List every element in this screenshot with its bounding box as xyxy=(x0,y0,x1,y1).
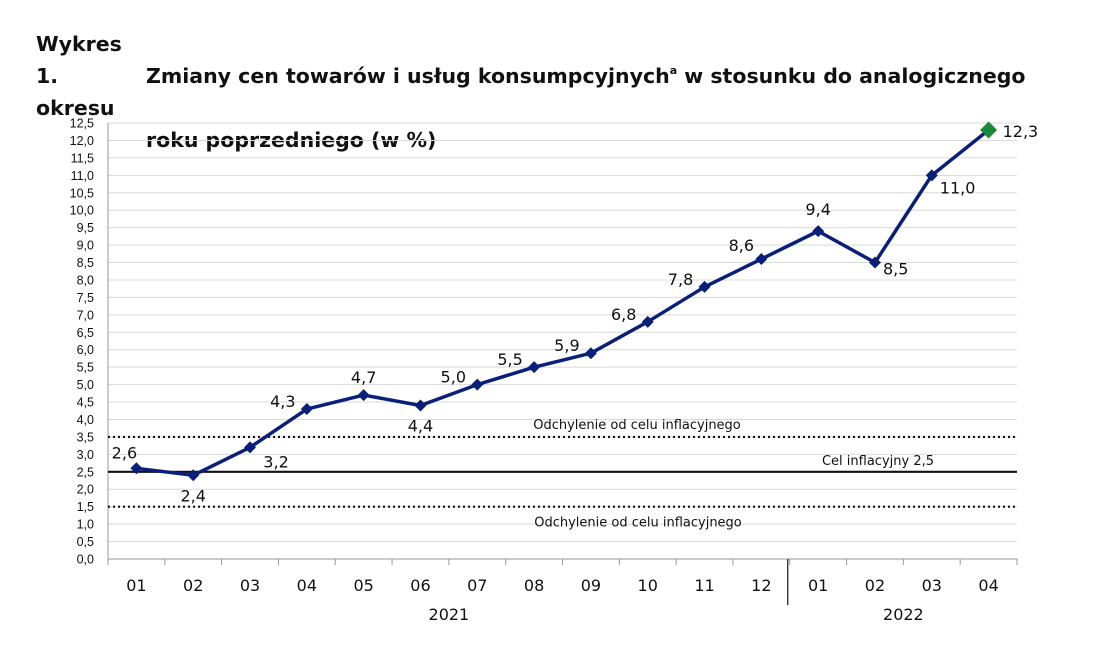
y-tick-label: 9,0 xyxy=(77,239,94,253)
y-tick-label: 4,5 xyxy=(77,396,94,410)
data-point-marker xyxy=(584,347,597,360)
y-tick-label: 11,5 xyxy=(71,151,94,165)
chart-title-line1-end: w stosunku do analogicznego okresu xyxy=(36,64,1026,120)
x-tick-label: 11 xyxy=(694,576,714,595)
data-label: 3,2 xyxy=(263,452,288,471)
y-tick-label: 12,5 xyxy=(70,117,94,131)
y-tick-label: 4,0 xyxy=(77,413,94,427)
data-label: 2,6 xyxy=(112,443,137,462)
y-tick-label: 6,0 xyxy=(77,343,94,357)
data-label: 5,9 xyxy=(554,336,579,355)
data-point-marker xyxy=(130,462,143,475)
y-tick-label: 3,5 xyxy=(77,430,94,444)
x-tick-label: 03 xyxy=(240,576,260,595)
y-tick-label: 1,5 xyxy=(77,500,94,514)
x-tick-label: 08 xyxy=(524,576,544,595)
reference-line-label: Odchylenie od celu inflacyjnego xyxy=(533,418,741,433)
y-tick-label: 12,0 xyxy=(70,134,94,148)
data-point-marker xyxy=(357,389,370,402)
y-tick-label: 10,0 xyxy=(70,204,94,218)
chart-title-line1: Zmiany cen towarów i usług konsumpcyjnyc… xyxy=(146,64,670,88)
y-tick-label: 10,5 xyxy=(70,186,94,200)
data-point-marker xyxy=(698,280,711,293)
data-point-marker xyxy=(528,361,541,374)
y-tick-label: 3,0 xyxy=(77,448,94,462)
y-tick-label: 6,5 xyxy=(77,326,94,340)
data-label: 5,5 xyxy=(497,350,522,369)
y-tick-label: 5,5 xyxy=(77,361,94,375)
x-tick-label: 04 xyxy=(297,576,317,595)
x-tick-label: 05 xyxy=(353,576,373,595)
data-label: 4,3 xyxy=(270,392,295,411)
x-year-label: 2022 xyxy=(883,605,924,624)
y-tick-label: 2,5 xyxy=(77,465,94,479)
y-tick-label: 7,5 xyxy=(77,291,94,305)
data-point-marker xyxy=(471,378,484,391)
x-tick-label: 04 xyxy=(978,576,998,595)
data-point-marker xyxy=(641,315,654,328)
y-tick-label: 8,0 xyxy=(77,273,94,287)
y-tick-label: 7,0 xyxy=(77,308,94,322)
y-tick-label: 5,0 xyxy=(77,378,94,392)
y-tick-label: 8,5 xyxy=(77,256,94,270)
reference-line-label: Odchylenie od celu inflacyjnego xyxy=(534,516,742,531)
data-point-marker xyxy=(300,403,313,416)
x-tick-label: 03 xyxy=(922,576,942,595)
y-tick-label: 2,0 xyxy=(77,483,94,497)
x-tick-label: 06 xyxy=(410,576,430,595)
y-tick-label: 9,5 xyxy=(77,221,94,235)
data-point-marker xyxy=(244,441,257,454)
data-label: 12,3 xyxy=(1003,122,1039,141)
x-tick-label: 02 xyxy=(183,576,203,595)
data-label: 11,0 xyxy=(940,178,976,197)
y-tick-label: 0,0 xyxy=(77,553,94,567)
data-label: 4,7 xyxy=(351,368,376,387)
x-tick-label: 09 xyxy=(581,576,601,595)
x-tick-label: 01 xyxy=(126,576,146,595)
x-tick-label: 07 xyxy=(467,576,487,595)
x-year-label: 2021 xyxy=(429,605,470,624)
data-label: 6,8 xyxy=(611,305,636,324)
data-label: 8,5 xyxy=(883,260,908,279)
data-label: 9,4 xyxy=(805,200,830,219)
x-tick-label: 01 xyxy=(808,576,828,595)
x-tick-label: 12 xyxy=(751,576,771,595)
data-point-marker xyxy=(925,169,938,182)
chart-title-prefix: Wykres 1. xyxy=(36,32,122,88)
data-point-marker xyxy=(187,469,200,482)
series-line xyxy=(136,128,990,478)
reference-line-label: Cel inflacyjny 2,5 xyxy=(822,454,934,469)
data-point-marker xyxy=(755,253,768,266)
data-point-marker xyxy=(812,225,825,238)
y-tick-label: 11,0 xyxy=(71,169,94,183)
data-label: 7,8 xyxy=(668,270,693,289)
chart-title-footnote-mark: a xyxy=(669,64,678,77)
y-tick-label: 1,0 xyxy=(77,518,94,532)
data-label: 8,6 xyxy=(729,236,754,255)
data-label: 4,4 xyxy=(408,417,433,436)
x-tick-label: 10 xyxy=(638,576,658,595)
data-point-marker xyxy=(980,121,998,139)
y-tick-label: 0,5 xyxy=(77,535,94,549)
data-label: 2,4 xyxy=(180,486,205,505)
data-point-marker xyxy=(868,256,881,269)
data-point-marker xyxy=(414,399,427,412)
x-tick-label: 02 xyxy=(865,576,885,595)
data-label: 5,0 xyxy=(441,368,466,387)
